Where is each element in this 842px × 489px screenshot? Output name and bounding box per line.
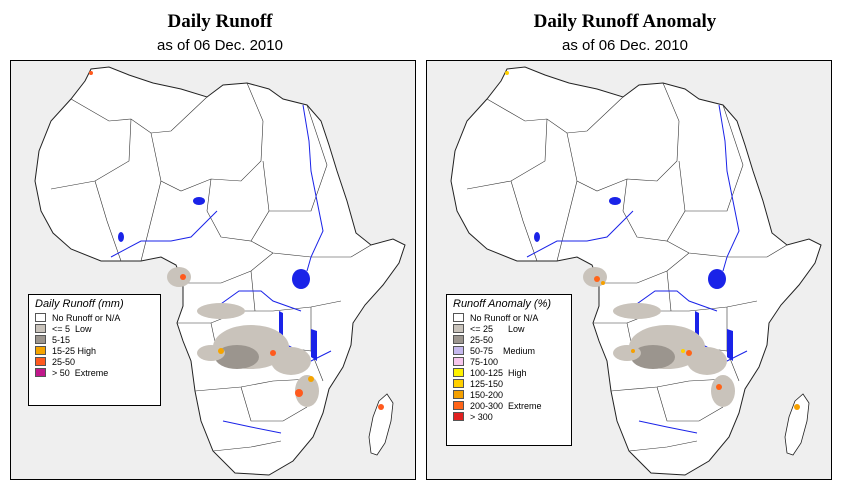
legend-item: > 300	[447, 411, 571, 422]
legend-label: 15-25 High	[52, 345, 97, 356]
left-africa-map	[34, 66, 406, 476]
legend-swatch	[453, 313, 464, 322]
legend-item: No Runoff or N/A	[447, 312, 571, 323]
right-legend: Runoff Anomaly (%) No Runoff or N/A <= 25…	[446, 294, 572, 446]
legend-label: No Runoff or N/A	[52, 312, 121, 323]
legend-label: 125-150	[470, 378, 504, 389]
africa-landmass	[450, 66, 822, 476]
legend-label: 25-50	[470, 334, 494, 345]
madagascar	[784, 393, 810, 456]
legend-swatch	[453, 379, 464, 388]
lakes	[118, 197, 317, 361]
legend-swatch	[35, 324, 46, 333]
legend-item: > 50 Extreme	[29, 367, 160, 378]
left-map-frame	[10, 60, 416, 480]
legend-label: 100-125 High	[470, 367, 527, 378]
legend-swatch	[453, 324, 464, 333]
legend-swatch	[35, 368, 46, 377]
legend-item: 150-200	[447, 389, 571, 400]
legend-swatch	[453, 346, 464, 355]
legend-item: 50-75 Medium	[447, 345, 571, 356]
legend-item: 100-125 High	[447, 367, 571, 378]
legend-item: 200-300 Extreme	[447, 400, 571, 411]
lakes	[534, 197, 733, 361]
legend-swatch	[453, 401, 464, 410]
legend-label: 5-15	[52, 334, 71, 345]
legend-label: 75-100	[470, 356, 499, 367]
legend-label: No Runoff or N/A	[470, 312, 539, 323]
legend-label: 150-200	[470, 389, 504, 400]
left-map-subtitle: as of 06 Dec. 2010	[157, 37, 283, 54]
legend-item: 125-150	[447, 378, 571, 389]
legend-swatch	[453, 368, 464, 377]
right-map-title: Daily Runoff Anomaly	[533, 11, 717, 32]
madagascar	[368, 393, 394, 456]
right-africa-map	[450, 66, 822, 476]
legend-label: 25-50	[52, 356, 76, 367]
legend-swatch	[35, 357, 46, 366]
right-legend-rows: No Runoff or N/A <= 25 Low 25-50 50-75 Medi…	[447, 312, 571, 422]
legend-item: <= 25 Low	[447, 323, 571, 334]
left-legend-title: Daily Runoff (mm)	[35, 298, 124, 310]
legend-swatch	[35, 335, 46, 344]
legend-swatch	[453, 412, 464, 421]
legend-item: <= 5 Low	[29, 323, 160, 334]
legend-swatch	[453, 357, 464, 366]
runoff-patches	[89, 71, 384, 410]
left-legend-rows: No Runoff or N/A <= 5 Low 5-15 15-25 High 25…	[29, 312, 160, 378]
anomaly-patches	[505, 71, 800, 410]
legend-label: <= 25 Low	[470, 323, 525, 334]
right-map-subtitle: as of 06 Dec. 2010	[562, 37, 688, 54]
legend-swatch	[35, 346, 46, 355]
legend-item: 25-50	[447, 334, 571, 345]
left-legend: Daily Runoff (mm) No Runoff or N/A <= 5 L…	[28, 294, 161, 406]
legend-label: <= 5 Low	[52, 323, 92, 334]
legend-label: > 50 Extreme	[52, 367, 109, 378]
legend-label: 200-300 Extreme	[470, 400, 542, 411]
left-map-title: Daily Runoff	[167, 11, 273, 32]
legend-swatch	[453, 390, 464, 399]
legend-item: 5-15	[29, 334, 160, 345]
legend-swatch	[453, 335, 464, 344]
legend-item: 15-25 High	[29, 345, 160, 356]
legend-item: No Runoff or N/A	[29, 312, 160, 323]
legend-swatch	[35, 313, 46, 322]
legend-label: > 300	[470, 411, 493, 422]
legend-label: 50-75 Medium	[470, 345, 536, 356]
africa-landmass	[34, 66, 406, 476]
legend-item: 25-50	[29, 356, 160, 367]
right-legend-title: Runoff Anomaly (%)	[453, 298, 552, 310]
legend-item: 75-100	[447, 356, 571, 367]
